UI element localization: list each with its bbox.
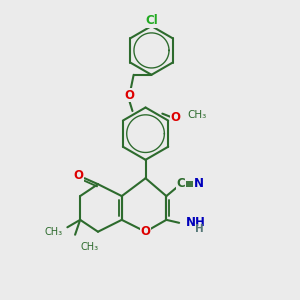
Text: NH: NH [186,216,206,229]
Text: O: O [74,169,84,182]
Text: Cl: Cl [145,14,158,27]
Text: O: O [124,88,134,101]
Text: O: O [170,111,180,124]
Text: CH₃: CH₃ [80,242,98,252]
Text: H: H [195,224,204,234]
Text: C: C [177,177,186,190]
Text: O: O [140,225,151,238]
Text: N: N [194,177,204,190]
Text: CH₃: CH₃ [188,110,207,120]
Text: CH₃: CH₃ [44,227,62,237]
